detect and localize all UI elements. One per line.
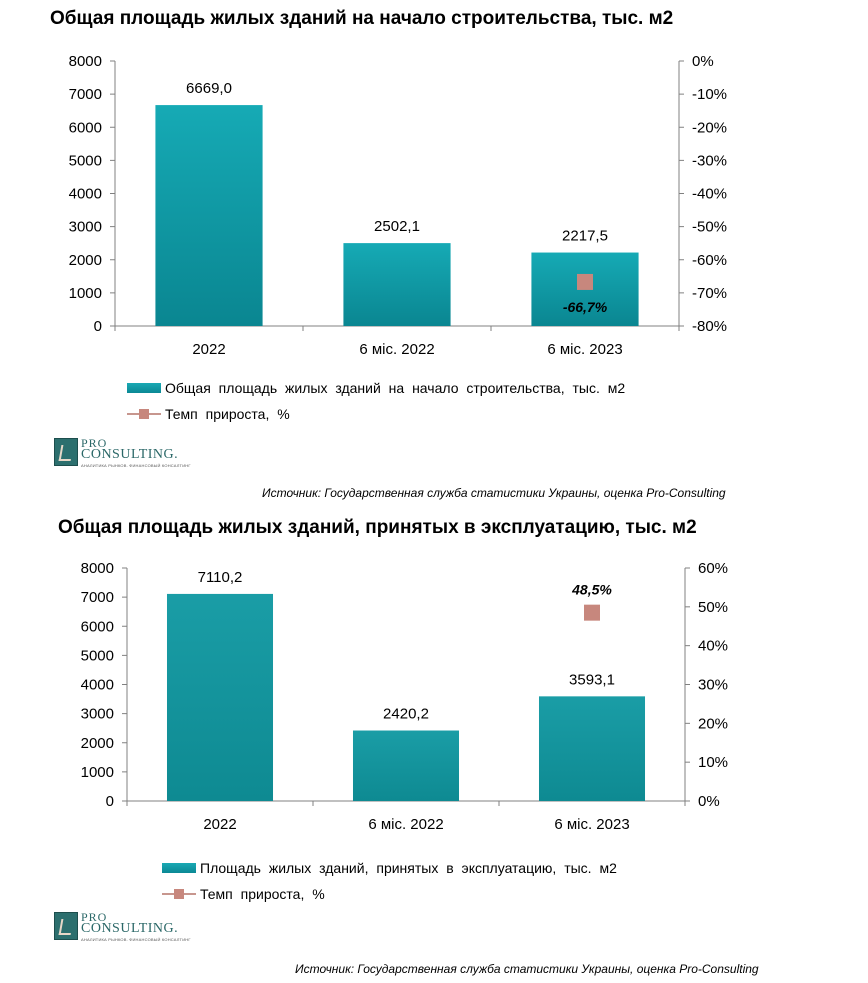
y2-tick-label: -60% [692, 252, 727, 269]
bar-2 [352, 730, 460, 801]
x-tick-label: 2022 [203, 816, 236, 833]
marker-swatch-icon [127, 409, 161, 419]
y2-tick-label: -40% [692, 186, 727, 203]
x-tick-label: 6 міс. 2022 [359, 341, 434, 358]
y2-tick-label: 10% [698, 754, 728, 771]
logo-pro-text: PRO [81, 436, 108, 450]
y-tick-label: 5000 [81, 647, 114, 664]
bar-1 [166, 593, 274, 801]
y-tick-label: 2000 [69, 252, 102, 269]
y2-tick-label: 40% [698, 638, 728, 655]
y-tick-label: 3000 [81, 706, 114, 723]
growth-marker [577, 273, 593, 290]
x-tick-label: 6 міс. 2023 [554, 816, 629, 833]
chart1-legend-bar: Общая площадь жилых зданий на начало стр… [127, 375, 625, 401]
bar-3 [538, 696, 646, 801]
y-tick-label: 1000 [81, 764, 114, 781]
bar-2 [343, 243, 451, 326]
logo-consulting-text: CONSULTING. [81, 921, 179, 936]
y-tick-label: 6000 [69, 119, 102, 136]
logo-mark-icon [54, 438, 78, 466]
chart1-legend-marker-label: Темп прироста, % [165, 406, 290, 422]
y-tick-label: 0 [106, 793, 114, 810]
y-tick-label: 3000 [69, 219, 102, 236]
y2-tick-label: -70% [692, 285, 727, 302]
logo-mark-icon [54, 912, 78, 940]
bar-value-label: 2502,1 [374, 218, 420, 235]
chart2-legend-marker: Темп прироста, % [162, 881, 617, 907]
chart2-plot: 0 1000 2000 3000 4000 5000 6000 7000 8000 0% 10% 20… [81, 560, 728, 833]
y-tick-label: 8000 [81, 560, 114, 577]
y-tick-label: 5000 [69, 152, 102, 169]
x-tick-label: 2022 [192, 341, 225, 358]
logo-tagline: АНАЛИТИКА РЫНКОВ. ФИНАНСОВЫЙ КОНСАЛТИНГ [81, 463, 191, 468]
chart2-source: Источник: Государственная служба статист… [295, 962, 759, 976]
logo-pro-text: PRO [81, 910, 108, 924]
marker-swatch-icon [162, 889, 196, 899]
bar-swatch-icon [127, 383, 161, 393]
chart2-legend-marker-label: Темп прироста, % [200, 886, 325, 902]
y2-tick-label: -50% [692, 219, 727, 236]
logo-tagline: АНАЛИТИКА РЫНКОВ. ФИНАНСОВЫЙ КОНСАЛТИНГ [81, 937, 191, 942]
y-tick-label: 7000 [81, 589, 114, 606]
y-tick-label: 4000 [69, 186, 102, 203]
bar-1 [155, 105, 263, 326]
y2-tick-label: 50% [698, 599, 728, 616]
y-tick-label: 1000 [69, 285, 102, 302]
chart1-legend-marker: Темп прироста, % [127, 401, 625, 427]
y2-tick-label: -30% [692, 152, 727, 169]
chart2-title: Общая площадь жилых зданий, принятых в э… [58, 517, 697, 538]
chart2-legend-bar: Площадь жилых зданий, принятых в эксплуа… [162, 855, 617, 881]
y-tick-label: 0 [94, 318, 102, 335]
y2-tick-label: 60% [698, 560, 728, 577]
chart2-legend-bar-label: Площадь жилых зданий, принятых в эксплуа… [200, 860, 617, 876]
growth-marker [584, 604, 600, 621]
y-tick-label: 4000 [81, 677, 114, 694]
chart1-title: Общая площадь жилых зданий на начало стр… [50, 8, 674, 29]
y2-tick-label: 0% [698, 793, 720, 810]
x-tick-label: 6 міс. 2023 [547, 341, 622, 358]
growth-value-label: 48,5% [571, 582, 612, 598]
y2-tick-label: 0% [692, 53, 714, 70]
y-tick-label: 8000 [69, 53, 102, 70]
bar-swatch-icon [162, 863, 196, 873]
chart1-legend: Общая площадь жилых зданий на начало стр… [127, 375, 625, 427]
y2-tick-label: -10% [692, 86, 727, 103]
pro-consulting-logo: PRO CONSULTING. АНАЛИТИКА РЫНКОВ. ФИНАНС… [54, 910, 194, 944]
x-tick-label: 6 міс. 2022 [368, 816, 443, 833]
y-tick-label: 6000 [81, 618, 114, 635]
bar-value-label: 7110,2 [198, 569, 243, 586]
chart2-legend: Площадь жилых зданий, принятых в эксплуа… [162, 855, 617, 907]
chart1-source: Источник: Государственная служба статист… [262, 486, 726, 500]
bar-value-label: 6669,0 [186, 80, 232, 97]
bar-value-label: 2420,2 [383, 706, 429, 723]
chart1-plot: 0 1000 2000 3000 4000 5000 6000 7000 8000 -80% -70… [69, 53, 727, 358]
y2-tick-label: -20% [692, 119, 727, 136]
growth-value-label: -66,7% [563, 299, 608, 315]
bar-value-label: 3593,1 [569, 671, 615, 688]
y2-tick-label: 20% [698, 715, 728, 732]
pro-consulting-logo: PRO CONSULTING. АНАЛИТИКА РЫНКОВ. ФИНАНС… [54, 436, 194, 470]
y2-tick-label: -80% [692, 318, 727, 335]
bar-value-label: 2217,5 [562, 228, 608, 245]
y-tick-label: 2000 [81, 735, 114, 752]
logo-consulting-text: CONSULTING. [81, 447, 179, 462]
y-tick-label: 7000 [69, 86, 102, 103]
chart1-legend-bar-label: Общая площадь жилых зданий на начало стр… [165, 380, 626, 396]
y2-tick-label: 30% [698, 677, 728, 694]
